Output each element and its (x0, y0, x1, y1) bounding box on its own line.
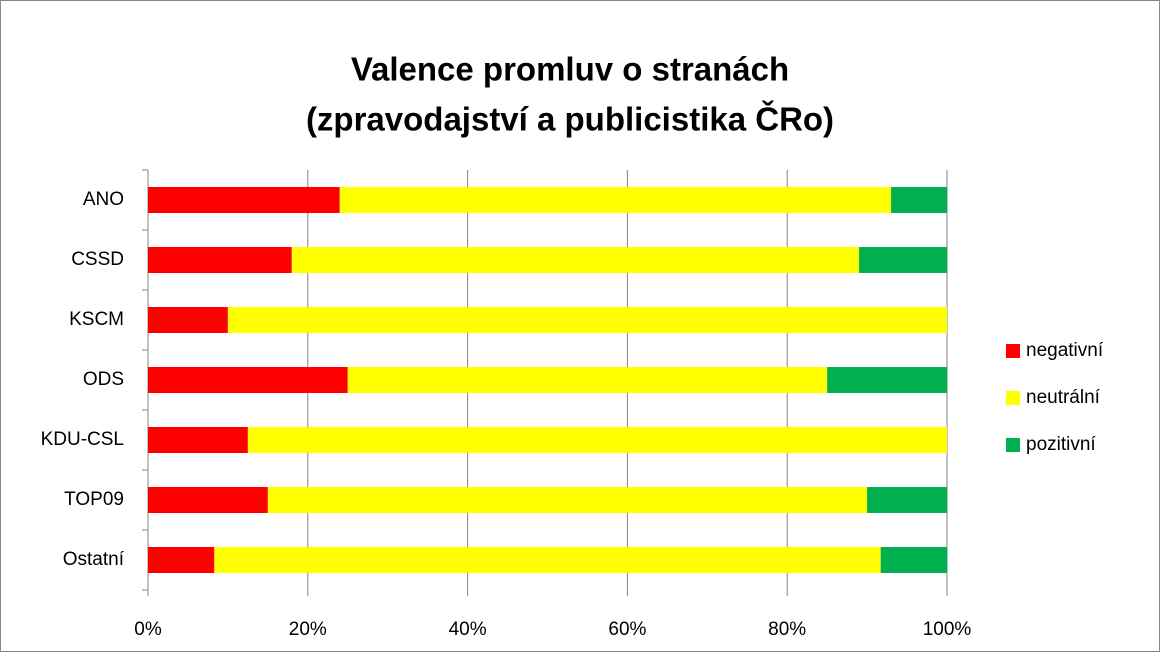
y-tick-label: TOP09 (64, 489, 124, 510)
y-tick-label: ANO (83, 189, 124, 210)
x-tick-label: 0% (134, 619, 162, 640)
bar-segment (859, 247, 947, 273)
x-tick-label: 40% (449, 619, 487, 640)
bar-segment (148, 547, 215, 573)
bar-segment (867, 487, 947, 513)
x-tick-label: 100% (923, 619, 972, 640)
legend-swatch (1006, 438, 1020, 452)
x-tick-label: 20% (289, 619, 327, 640)
bar-segment (891, 187, 947, 213)
bar-segment (148, 367, 348, 393)
bar-segment (267, 487, 868, 513)
legend-swatch (1006, 391, 1020, 405)
bar-segment (214, 547, 881, 573)
y-tick-label: CSSD (71, 249, 124, 270)
bar-segment (148, 427, 248, 453)
x-tick-label: 60% (608, 619, 646, 640)
bar-segment (347, 367, 828, 393)
legend-label: pozitivní (1026, 434, 1096, 455)
legend-swatch (1006, 344, 1020, 358)
x-tick-label: 80% (768, 619, 806, 640)
chart-title: (zpravodajství a publicistika ČRo) (306, 100, 834, 138)
bar-segment (227, 307, 947, 333)
chart-title: Valence promluv o stranách (351, 51, 789, 88)
y-tick-label: ODS (83, 369, 124, 390)
bar-segment (148, 187, 340, 213)
bar-segment (148, 487, 268, 513)
y-tick-label: KDU-CSL (41, 429, 124, 450)
bar-segment (339, 187, 892, 213)
bar-segment (148, 247, 292, 273)
legend-label: negativní (1026, 340, 1104, 361)
y-tick-label: KSCM (69, 309, 124, 330)
bar-segment (827, 367, 947, 393)
legend-label: neutrální (1026, 387, 1101, 408)
bar-segment (880, 547, 947, 573)
bar-segment (291, 247, 860, 273)
bar-segment (148, 307, 228, 333)
bar-segment (247, 427, 947, 453)
y-tick-label: Ostatní (63, 549, 125, 570)
